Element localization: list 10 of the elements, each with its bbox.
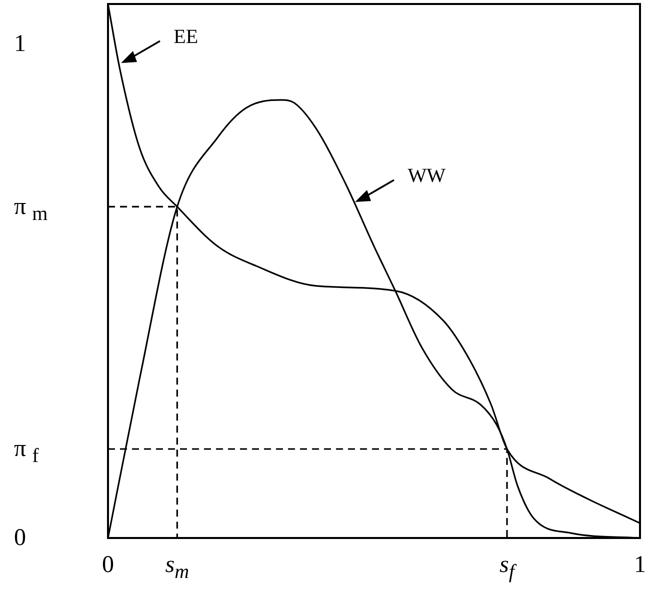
annotation: WW [408,164,446,189]
x-tick-label: 1 [634,552,646,578]
y-tick-label: π $_{f}$ [14,436,39,469]
x-tick-label: 0 [102,552,114,578]
x-tick-label: s$_{f}$ [500,552,514,585]
annotation: EE [174,25,198,50]
x-tick-label: s$_{m}$ [165,552,190,585]
y-tick-label: 0 [14,525,26,551]
y-tick-label: π $_{m}$ [14,194,48,227]
y-tick-label: 1 [14,30,26,57]
